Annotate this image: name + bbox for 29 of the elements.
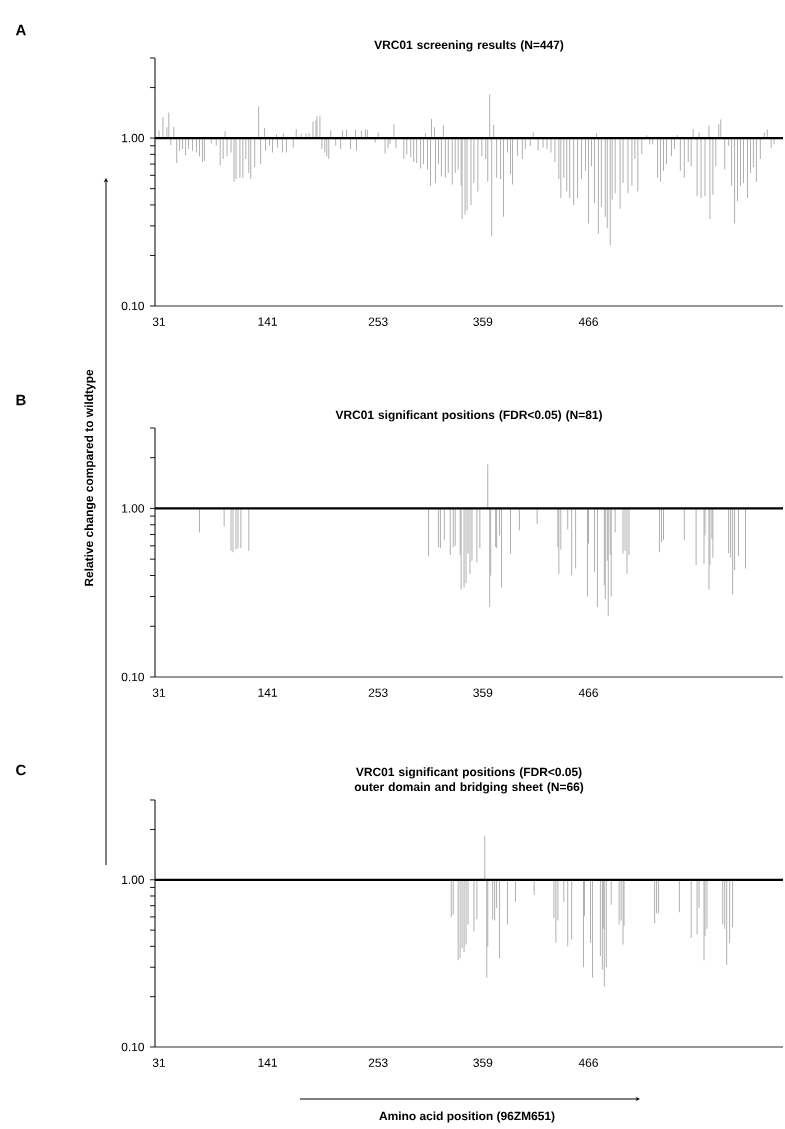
- x-tick-label: 466: [578, 317, 598, 326]
- x-tick-label: 141: [258, 688, 277, 697]
- y-tick-label: 1.00: [122, 875, 145, 884]
- x-tick-label: 31: [152, 317, 166, 326]
- chart-title: VRC01 significant positions (FDR<0.05) (N=81): [335, 410, 602, 422]
- x-tick-label: 141: [258, 317, 277, 326]
- x-tick-label: 466: [578, 1058, 598, 1067]
- chart-title: VRC01 screening results (N=447): [374, 40, 564, 52]
- x-axis-title: Amino acid position (96ZM651): [379, 1111, 555, 1123]
- x-tick-label: 359: [473, 1058, 493, 1067]
- x-tick-label: 31: [152, 688, 166, 697]
- x-tick-label: 31: [152, 1058, 166, 1067]
- y-tick-label: 0.10: [121, 1042, 145, 1052]
- x-tick-label: 466: [578, 688, 598, 697]
- x-tick-label: 253: [368, 688, 388, 697]
- y-tick-label: 0.10: [121, 672, 145, 682]
- x-tick-label: 359: [473, 317, 493, 326]
- y-axis-title: Relative change compared to wildtype: [84, 369, 96, 586]
- text: A: [15, 24, 26, 36]
- text: C: [16, 764, 26, 776]
- y-tick-label: 0.10: [121, 301, 145, 311]
- x-tick-label: 141: [258, 1058, 277, 1067]
- x-tick-label: 253: [368, 1058, 388, 1067]
- text: B: [16, 394, 26, 406]
- y-tick-label: 1.00: [122, 504, 145, 513]
- x-tick-label: 359: [473, 688, 493, 697]
- y-tick-label: 1.00: [122, 133, 145, 143]
- chart-title: VRC01 significant positions (FDR<0.05) outer domain and bridging sheet (N=66): [354, 767, 584, 794]
- x-tick-label: 253: [368, 317, 388, 326]
